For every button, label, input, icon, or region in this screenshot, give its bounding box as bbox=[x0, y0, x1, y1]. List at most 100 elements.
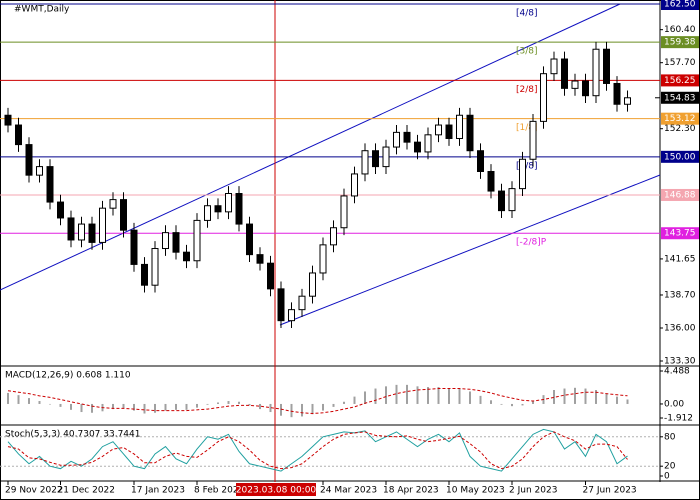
candle-body bbox=[162, 232, 169, 250]
macd-bar bbox=[28, 398, 30, 404]
candle-body bbox=[571, 80, 579, 89]
candle-body bbox=[361, 150, 369, 175]
level-name: [2/8] bbox=[516, 85, 538, 95]
macd-bar bbox=[196, 403, 198, 408]
y-tick-label: 0 bbox=[664, 472, 670, 482]
candle-body bbox=[256, 254, 264, 264]
candle-body bbox=[382, 146, 390, 168]
candle-body bbox=[88, 223, 96, 243]
macd-bar bbox=[7, 392, 9, 404]
macd-bar bbox=[269, 403, 272, 413]
macd-bar bbox=[217, 402, 219, 404]
candle-body bbox=[498, 190, 505, 212]
candle-body bbox=[456, 114, 463, 139]
macd-bar bbox=[17, 395, 20, 404]
candle-body bbox=[435, 124, 442, 136]
candle-body bbox=[519, 158, 526, 190]
level-name: [-2/8]P bbox=[516, 238, 547, 248]
stoch-title: Stoch(5,3,3) 40.7307 33.7441 bbox=[5, 430, 140, 440]
candle-body bbox=[298, 295, 306, 311]
x-tick-label: 8 Feb 2023 bbox=[194, 486, 244, 496]
x-tick-label: 2 Jun 2023 bbox=[509, 486, 557, 496]
macd-bar bbox=[469, 391, 471, 404]
y-tick-label: 20 bbox=[664, 462, 676, 472]
candle-body bbox=[487, 170, 495, 192]
macd-bar bbox=[206, 403, 209, 405]
level-label: 150.00 bbox=[664, 152, 696, 162]
macd-bar bbox=[574, 387, 576, 404]
candle-body bbox=[46, 166, 54, 203]
candle-body bbox=[277, 288, 285, 322]
candle-body bbox=[4, 114, 12, 126]
level-label: 162.50 bbox=[664, 0, 696, 10]
crosshair-label-bg bbox=[236, 483, 316, 496]
macd-bar bbox=[311, 403, 314, 415]
y-tick-label: 4.488 bbox=[664, 367, 690, 377]
macd-bar bbox=[238, 401, 240, 404]
macd-bar bbox=[164, 403, 167, 411]
macd-bar bbox=[563, 388, 566, 404]
candle-body bbox=[99, 207, 106, 243]
level-label-bg bbox=[661, 36, 699, 49]
macd-bar bbox=[80, 403, 83, 413]
macd-bar bbox=[301, 403, 303, 417]
y-tick-label: 157.70 bbox=[664, 58, 696, 68]
macd-bar bbox=[416, 386, 419, 404]
y-tick-label: 133.30 bbox=[664, 357, 696, 367]
macd-bar bbox=[553, 390, 555, 404]
candle-body bbox=[151, 248, 159, 286]
candle-body bbox=[78, 223, 85, 241]
macd-bar bbox=[427, 387, 429, 404]
candle-body bbox=[235, 193, 243, 225]
x-tick-label: 29 Nov 2022 bbox=[5, 486, 63, 496]
macd-bar bbox=[49, 403, 51, 405]
macd-bar bbox=[133, 403, 135, 411]
candle-body bbox=[120, 199, 127, 231]
candle-body bbox=[445, 124, 453, 139]
x-tick-label: 21 Dec 2022 bbox=[58, 486, 116, 496]
macd-bar bbox=[290, 403, 293, 418]
candle-body bbox=[330, 227, 337, 246]
y-tick-label: 160.40 bbox=[664, 25, 696, 35]
last-price-bg bbox=[661, 91, 699, 104]
macd-bar bbox=[227, 401, 230, 404]
candle-body bbox=[67, 217, 75, 241]
macd-bar bbox=[322, 403, 324, 411]
candle-body bbox=[36, 166, 43, 176]
candle-body bbox=[109, 199, 117, 209]
candle-body bbox=[624, 97, 631, 105]
candle-body bbox=[130, 229, 138, 265]
macd-bar bbox=[479, 395, 482, 404]
macd-bar bbox=[91, 403, 93, 413]
macd-bar bbox=[259, 403, 261, 410]
level-label-bg bbox=[661, 188, 699, 201]
x-tick-label: 18 Apr 2023 bbox=[383, 486, 439, 496]
macd-signal bbox=[7, 388, 628, 415]
x-tick-label: 10 May 2023 bbox=[446, 486, 505, 496]
macd-bar bbox=[374, 388, 377, 404]
candle-body bbox=[141, 263, 148, 286]
x-tick-label: 24 Mar 2023 bbox=[320, 486, 377, 496]
macd-bar bbox=[364, 391, 366, 404]
macd-bar bbox=[343, 401, 345, 404]
chart-title: #WMT,Daily bbox=[14, 5, 70, 15]
level-label-bg bbox=[661, 0, 699, 10]
candle-body bbox=[582, 80, 589, 97]
level-label-bg bbox=[661, 227, 699, 240]
macd-bar bbox=[448, 388, 450, 404]
candle-body bbox=[193, 219, 201, 262]
candle-body bbox=[529, 120, 537, 160]
macd-bar bbox=[490, 400, 492, 404]
level-label: 143.75 bbox=[664, 229, 696, 239]
candle-body bbox=[57, 201, 64, 219]
level-label-bg bbox=[661, 112, 699, 125]
macd-bar bbox=[511, 403, 513, 407]
candle-body bbox=[393, 131, 400, 148]
level-label: 153.12 bbox=[664, 114, 696, 124]
macd-bar bbox=[605, 393, 608, 404]
candle-body bbox=[466, 114, 474, 152]
candle-body bbox=[288, 309, 295, 322]
macd-bar bbox=[122, 403, 125, 409]
candle-body bbox=[15, 124, 22, 146]
macd-bar bbox=[584, 388, 587, 404]
